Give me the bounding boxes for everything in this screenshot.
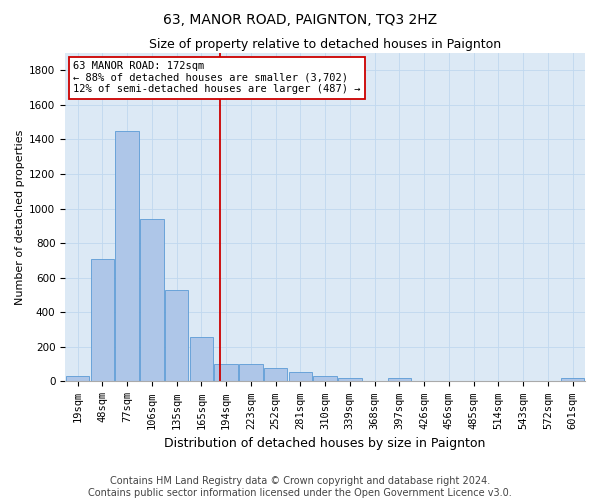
Bar [140,219,164,382]
Bar [165,290,188,382]
Bar [388,378,411,382]
X-axis label: Distribution of detached houses by size in Paignton: Distribution of detached houses by size … [164,437,486,450]
Text: Contains HM Land Registry data © Crown copyright and database right 2024.
Contai: Contains HM Land Registry data © Crown c… [88,476,512,498]
Bar [239,364,263,382]
Bar [91,258,114,382]
Bar [190,338,213,382]
Bar [289,372,312,382]
Title: Size of property relative to detached houses in Paignton: Size of property relative to detached ho… [149,38,501,51]
Bar [338,378,362,382]
Y-axis label: Number of detached properties: Number of detached properties [15,130,25,305]
Bar [264,368,287,382]
Bar [214,364,238,382]
Bar [313,376,337,382]
Text: 63, MANOR ROAD, PAIGNTON, TQ3 2HZ: 63, MANOR ROAD, PAIGNTON, TQ3 2HZ [163,12,437,26]
Bar [115,131,139,382]
Bar [66,376,89,382]
Bar [561,378,584,382]
Text: 63 MANOR ROAD: 172sqm
← 88% of detached houses are smaller (3,702)
12% of semi-d: 63 MANOR ROAD: 172sqm ← 88% of detached … [73,62,361,94]
